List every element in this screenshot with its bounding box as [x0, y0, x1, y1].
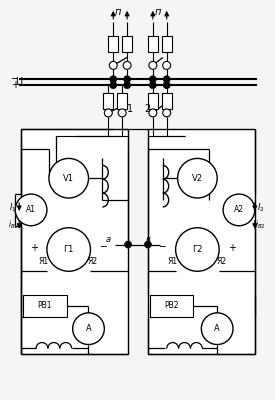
Bar [148, 36, 158, 52]
Text: V1: V1 [63, 174, 74, 183]
Text: A: A [86, 324, 91, 333]
Text: U: U [15, 77, 22, 87]
Circle shape [123, 62, 131, 69]
Circle shape [73, 313, 104, 344]
Circle shape [124, 76, 131, 83]
Text: ─: ─ [100, 242, 106, 252]
Text: РВ2: РВ2 [164, 302, 179, 310]
Text: $I_2$: $I_2$ [257, 202, 265, 214]
Bar [122, 36, 132, 52]
Text: 1: 1 [127, 104, 133, 114]
Circle shape [223, 194, 255, 226]
Text: +: + [228, 242, 236, 252]
Bar [150, 295, 193, 317]
Text: РВ1: РВ1 [38, 302, 52, 310]
Circle shape [109, 62, 117, 69]
Circle shape [110, 76, 117, 83]
Text: A2: A2 [234, 205, 244, 214]
Circle shape [124, 82, 131, 89]
Bar [21, 129, 128, 354]
Text: Г1: Г1 [64, 245, 74, 254]
Text: +: + [11, 80, 19, 90]
Bar [162, 93, 172, 109]
Text: Я1: Я1 [39, 257, 49, 266]
Text: в: в [145, 235, 150, 244]
Circle shape [149, 109, 157, 117]
Text: ─: ─ [159, 242, 165, 252]
Text: п: п [155, 7, 161, 17]
Text: Я1: Я1 [167, 257, 178, 266]
Text: Я2: Я2 [216, 257, 226, 266]
Bar [162, 36, 172, 52]
Bar [23, 295, 67, 317]
Text: 2: 2 [144, 104, 150, 114]
Circle shape [163, 62, 171, 69]
Circle shape [149, 76, 156, 83]
Text: $i_{B2}$: $i_{B2}$ [255, 218, 266, 231]
Text: +: + [30, 242, 38, 252]
Circle shape [163, 109, 171, 117]
Circle shape [149, 62, 157, 69]
Bar [103, 93, 113, 109]
Circle shape [149, 82, 156, 89]
Text: A: A [214, 324, 220, 333]
Circle shape [178, 158, 217, 198]
Circle shape [163, 82, 170, 89]
Circle shape [15, 194, 47, 226]
Circle shape [176, 228, 219, 271]
Circle shape [125, 241, 131, 248]
Circle shape [104, 109, 112, 117]
Bar [148, 93, 158, 109]
Text: ─: ─ [11, 74, 17, 84]
Bar [117, 93, 127, 109]
Text: V2: V2 [192, 174, 203, 183]
Circle shape [110, 82, 117, 89]
Text: а: а [106, 235, 111, 244]
Text: Г2: Г2 [192, 245, 203, 254]
Text: A1: A1 [26, 205, 36, 214]
Bar [148, 129, 255, 354]
Circle shape [49, 158, 89, 198]
Text: Я2: Я2 [87, 257, 98, 266]
Text: п: п [115, 7, 121, 17]
Circle shape [163, 76, 170, 83]
Circle shape [144, 241, 151, 248]
Circle shape [47, 228, 90, 271]
Text: $i_{B1}$: $i_{B1}$ [8, 218, 19, 231]
Bar [108, 36, 118, 52]
Text: $I_1$: $I_1$ [9, 202, 17, 214]
Circle shape [201, 313, 233, 344]
Circle shape [118, 109, 126, 117]
